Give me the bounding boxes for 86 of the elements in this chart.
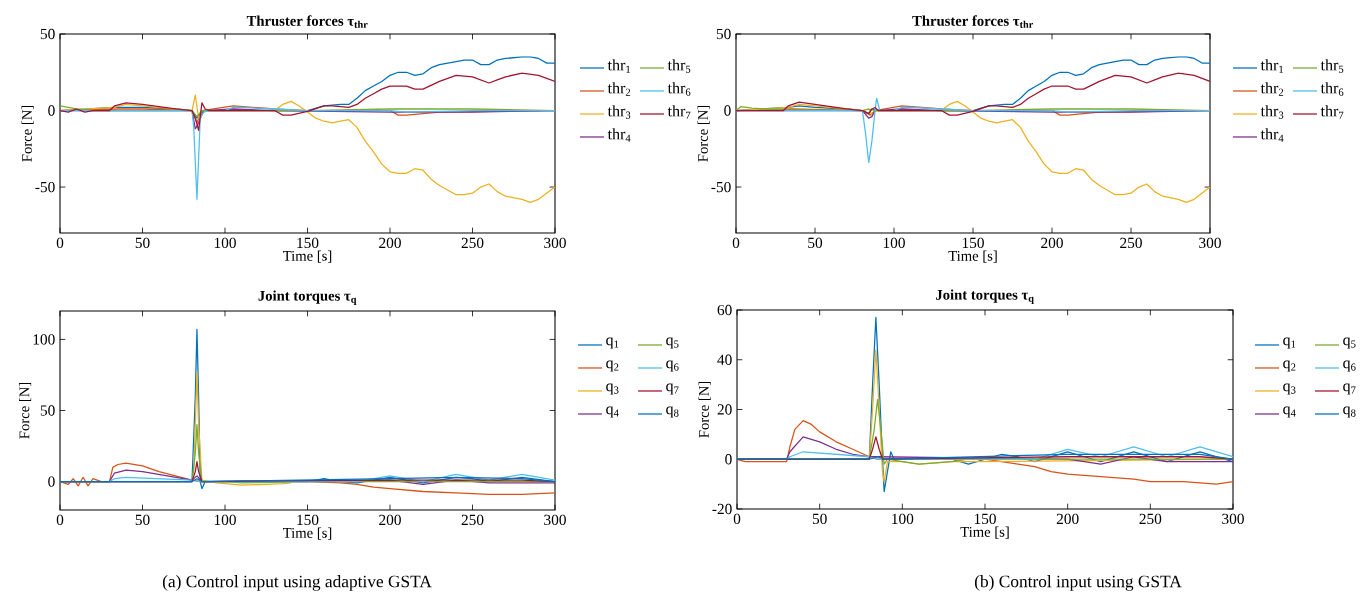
- x-tick-label: 200: [379, 237, 401, 249]
- x-tick-label: 0: [56, 514, 64, 526]
- x-tick-label: 100: [883, 237, 905, 249]
- x-tick-label: 50: [135, 514, 150, 526]
- chart-title: Thruster forces τ$_{thr}$: [912, 15, 1034, 28]
- legend-label: q$_{3}$: [606, 383, 619, 395]
- y-axis-title: Force [N]: [698, 381, 711, 438]
- x-tick-label: 150: [297, 237, 319, 249]
- legend-label: q$_{2}$: [1283, 360, 1296, 372]
- x-tick-label: 100: [892, 513, 914, 525]
- legend-label: thr$_{6}$: [1320, 82, 1344, 96]
- legend-label: q$_{6}$: [1343, 360, 1356, 372]
- x-tick-label: 150: [297, 514, 319, 526]
- legend-label: q$_{7}$: [1343, 383, 1356, 395]
- legend-label: q$_{4}$: [1283, 406, 1296, 418]
- x-tick-label: 150: [962, 237, 984, 249]
- x-tick-label: 250: [1120, 237, 1142, 249]
- chart-title: Thruster forces τ$_{thr}$: [246, 15, 368, 28]
- y-tick-label: 100: [33, 334, 55, 345]
- x-tick-label: 300: [1199, 237, 1221, 249]
- x-tick-label: 50: [808, 237, 823, 249]
- y-tick-label: 0: [724, 105, 731, 116]
- x-tick-label: 300: [544, 514, 566, 526]
- legend-label: q$_{3}$: [1283, 383, 1296, 395]
- chart-title: Joint torques τ$_{q}$: [258, 290, 357, 305]
- y-tick-label: 0: [725, 454, 732, 465]
- legend-label: q$_{8}$: [666, 406, 679, 418]
- chart-title: Joint torques τ$_{q}$: [936, 289, 1034, 304]
- legend-label: q$_{1}$: [606, 337, 619, 349]
- legend-label: thr$_{1}$: [1260, 59, 1284, 73]
- legend-label: q$_{1}$: [1283, 337, 1296, 349]
- x-axis-title: Time [s]: [282, 250, 332, 263]
- y-axis-title: Force [N]: [21, 105, 34, 162]
- legend-label: thr$_{2}$: [1260, 82, 1284, 96]
- y-tick-label: -50: [711, 181, 731, 193]
- x-tick-label: 50: [812, 513, 827, 525]
- text: (b) Control input using GSTA: [974, 575, 1182, 591]
- text: (a) Control input using adaptive GSTA: [162, 575, 432, 591]
- x-tick-label: 200: [1056, 513, 1079, 525]
- legend-label: q$_{2}$: [606, 360, 619, 372]
- x-tick-label: 300: [544, 237, 566, 249]
- y-tick-label: 0: [48, 476, 55, 487]
- x-tick-label: 250: [461, 237, 484, 249]
- legend-label: thr$_{1}$: [607, 59, 631, 73]
- y-tick-label: 50: [40, 28, 55, 40]
- y-tick-label: -50: [35, 181, 55, 193]
- y-tick-label: -20: [712, 503, 732, 515]
- legend-label: thr$_{7}$: [667, 105, 691, 119]
- y-tick-label: 50: [40, 405, 55, 416]
- legend-label: thr$_{4}$: [607, 128, 631, 142]
- legend-label: thr$_{4}$: [1260, 128, 1284, 142]
- y-axis-title: Force [N]: [697, 105, 710, 162]
- x-axis-title: Time [s]: [960, 526, 1009, 539]
- x-tick-label: 250: [461, 514, 484, 526]
- legend-label: q$_{5}$: [666, 337, 679, 349]
- x-tick-label: 0: [733, 513, 741, 525]
- legend-label: q$_{8}$: [1343, 406, 1356, 418]
- y-tick-label: 20: [717, 404, 732, 415]
- legend-label: q$_{7}$: [666, 383, 679, 395]
- y-axis-title: Force [N]: [19, 382, 32, 439]
- x-tick-label: 100: [214, 237, 236, 249]
- legend-label: thr$_{7}$: [1320, 105, 1344, 119]
- x-tick-label: 200: [379, 514, 401, 526]
- x-tick-label: 50: [135, 237, 150, 249]
- x-tick-label: 200: [1041, 237, 1063, 249]
- y-tick-label: 50: [716, 28, 731, 40]
- x-tick-label: 100: [214, 514, 236, 526]
- x-tick-label: 0: [56, 237, 64, 249]
- x-axis-title: Time [s]: [948, 250, 997, 263]
- legend-label: thr$_{5}$: [667, 59, 691, 73]
- legend-label: thr$_{2}$: [607, 82, 631, 96]
- x-axis-title: Time [s]: [282, 527, 332, 540]
- x-tick-label: 150: [974, 513, 996, 525]
- legend-label: thr$_{5}$: [1320, 59, 1344, 73]
- y-tick-label: 40: [717, 354, 732, 365]
- x-tick-label: 300: [1222, 513, 1244, 525]
- x-tick-label: 250: [1139, 513, 1162, 525]
- legend-label: q$_{5}$: [1343, 337, 1356, 349]
- y-tick-label: 0: [48, 105, 55, 116]
- legend-label: thr$_{3}$: [1260, 105, 1284, 119]
- legend-label: thr$_{6}$: [667, 82, 691, 96]
- legend-label: thr$_{3}$: [607, 105, 631, 119]
- x-tick-label: 0: [732, 237, 740, 249]
- y-tick-label: 60: [717, 304, 732, 316]
- legend-label: q$_{6}$: [666, 360, 679, 372]
- legend-label: q$_{4}$: [606, 406, 619, 418]
